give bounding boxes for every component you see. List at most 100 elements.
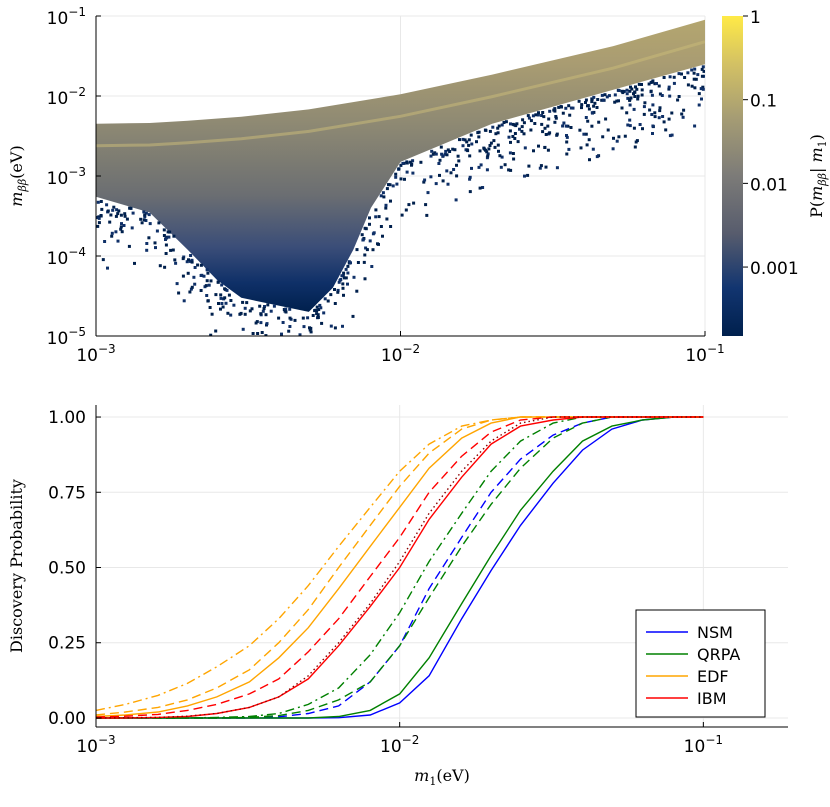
heatmap-speckle: [363, 277, 367, 281]
heatmap-speckle: [694, 77, 698, 81]
heatmap-speckle: [362, 260, 366, 264]
heatmap-speckle: [662, 76, 666, 79]
heatmap-speckle: [346, 264, 350, 268]
heatmap-speckle: [520, 129, 524, 133]
heatmap-x-tick-label: 10−3: [76, 342, 115, 366]
heatmap-speckle: [395, 182, 399, 186]
heatmap-speckle: [394, 172, 398, 176]
heatmap-speckle: [461, 144, 465, 148]
heatmap-speckle: [385, 187, 389, 191]
heatmap-speckle: [165, 236, 169, 240]
heatmap-speckle: [190, 258, 194, 262]
heatmap-speckle: [280, 332, 283, 336]
heatmap-speckle: [626, 123, 630, 127]
heatmap-speckle: [214, 293, 218, 297]
heatmap-speckle: [650, 93, 654, 97]
heatmap-speckle: [630, 87, 634, 91]
heatmap-speckle: [457, 159, 461, 163]
heatmap-speckle: [651, 132, 654, 135]
heatmap-speckle: [202, 274, 206, 278]
heatmap-speckle: [546, 148, 550, 152]
heatmap-speckle: [287, 329, 291, 333]
heatmap-speckle: [162, 234, 166, 237]
colorbar-tick-label: 0.1: [750, 92, 777, 112]
heatmap-speckle: [640, 83, 643, 86]
heatmap-speckle: [491, 125, 495, 129]
heatmap-speckle: [360, 233, 364, 237]
heatmap-speckle: [130, 226, 134, 230]
heatmap-speckle: [511, 135, 515, 138]
heatmap-speckle: [209, 279, 213, 283]
colorbar-ticks: 1 0.1 0.01 0.001: [743, 8, 799, 279]
heatmap-speckle: [640, 93, 644, 97]
heatmap-speckle: [469, 133, 473, 137]
heatmap-speckle: [119, 213, 123, 217]
heatmap-speckle: [232, 303, 236, 307]
heatmap-speckle: [565, 140, 569, 144]
heatmap-speckle: [316, 316, 320, 319]
heatmap-speckle: [555, 133, 559, 137]
heatmap-speckle: [477, 165, 481, 169]
heatmap-speckle: [381, 191, 385, 195]
heatmap-speckle: [702, 69, 705, 73]
heatmap-speckle: [190, 260, 194, 264]
heatmap-speckle: [322, 311, 326, 315]
heatmap-speckle: [116, 239, 120, 243]
heatmap-speckle: [153, 241, 157, 245]
heatmap-speckle: [264, 334, 268, 336]
heatmap-speckle: [541, 130, 545, 134]
heatmap-speckle: [503, 163, 507, 167]
heatmap-speckle: [586, 119, 590, 123]
heatmap-speckle: [686, 71, 690, 75]
heatmap-speckle: [175, 282, 179, 286]
heatmap-speckle: [298, 333, 302, 336]
heatmap-speckle: [319, 306, 323, 310]
heatmap-speckle: [653, 111, 657, 115]
heatmap-speckle: [657, 84, 661, 88]
heatmap-speckle: [112, 205, 116, 209]
heatmap-speckle: [115, 208, 119, 212]
heatmap-speckle: [382, 195, 386, 199]
heatmap-speckle: [523, 174, 526, 178]
heatmap-speckle: [223, 296, 227, 300]
heatmap-speckle: [434, 182, 438, 186]
heatmap-speckle: [700, 67, 704, 71]
heatmap-speckle: [186, 271, 190, 275]
heatmap-speckle: [434, 152, 438, 156]
heatmap-speckle: [690, 68, 694, 72]
heatmap-speckle: [544, 165, 548, 169]
heatmap-speckle: [205, 294, 209, 297]
heatmap-speckle: [144, 211, 148, 215]
heatmap-speckle: [443, 152, 447, 156]
heatmap-speckle: [189, 254, 193, 257]
heatmap-speckle: [344, 267, 348, 271]
heatmap-speckle: [381, 234, 384, 238]
heatmap-speckle: [266, 303, 270, 307]
heatmap-speckle: [166, 230, 170, 234]
heatmap-speckle: [677, 72, 681, 76]
heatmap-speckle: [341, 282, 345, 286]
heatmap-speckle: [456, 154, 460, 158]
heatmap-speckle: [220, 283, 224, 287]
heatmap-speckle: [193, 266, 197, 269]
heatmap-speckle: [629, 85, 632, 89]
heatmap-panel: 10−3 10−2 10−1 10−5 10−4 10−3 10−2 10−1 mββ(eV…: [7, 5, 725, 366]
heatmap-speckle: [651, 124, 655, 128]
heatmap-speckle: [316, 313, 320, 317]
heatmap-y-tick-label: 10−4: [47, 245, 86, 269]
heatmap-speckle: [453, 148, 457, 152]
heatmap-speckle: [193, 282, 197, 286]
heatmap-speckle: [633, 95, 637, 98]
heatmap-speckle: [617, 135, 621, 139]
heatmap-speckle: [379, 225, 383, 228]
heatmap-speckle: [114, 214, 118, 218]
heatmap-speckle: [470, 166, 473, 170]
heatmap-speckle: [591, 147, 595, 151]
heatmap-speckle: [260, 331, 264, 334]
colorbar-gradient-bar: [722, 16, 743, 336]
heatmap-speckle: [288, 325, 292, 328]
heatmap-speckle: [697, 103, 701, 107]
heatmap-speckle: [219, 307, 222, 311]
series-line-qrpa-dashdot: [96, 416, 704, 719]
